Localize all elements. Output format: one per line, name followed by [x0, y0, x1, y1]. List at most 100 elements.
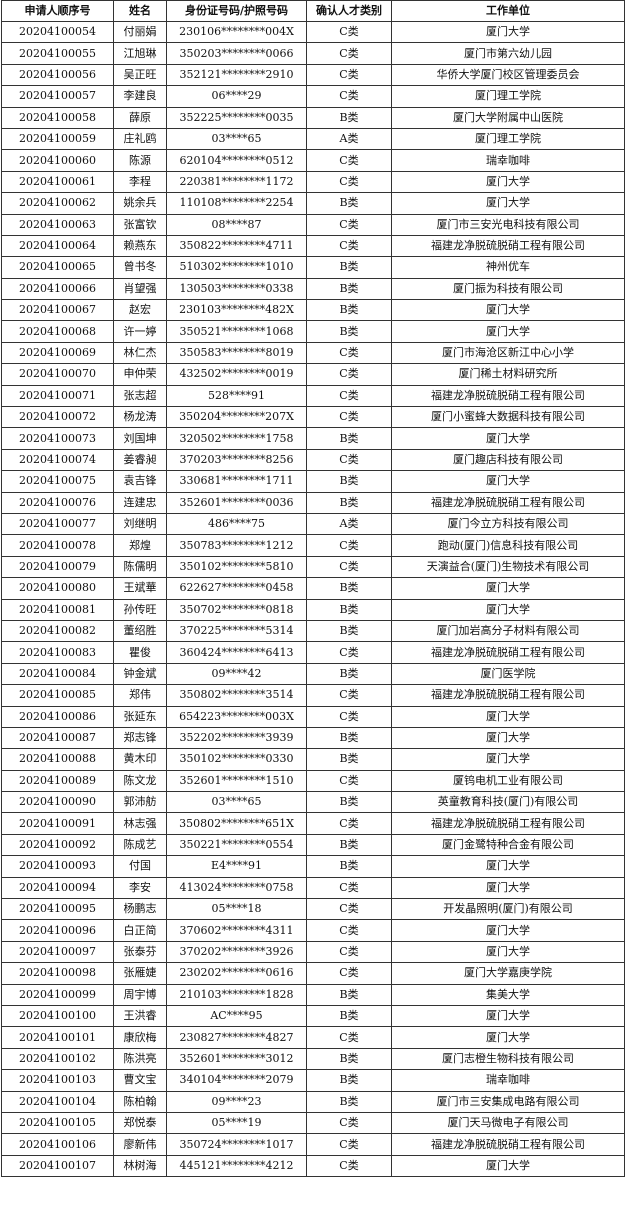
table-row: 20204100098 张雁婕 230202********0616 C类 厦门大学嘉庚… [1, 962, 625, 985]
applicant-number-cell: 20204100070 [1, 363, 114, 386]
applicant-number-cell: 20204100101 [1, 1026, 114, 1049]
table-row: 20204100104 陈柏翰 09****23 B类 厦门市三安集成电路有限公司 [1, 1090, 625, 1113]
id-number-cell: 352601********0036 [166, 491, 307, 514]
id-number-cell: 350203********0066 [166, 42, 307, 65]
talent-category-cell: C类 [306, 898, 392, 921]
table-row: 20204100054 付丽娟 230106********004X C类 厦门大学 [1, 20, 625, 44]
employer-cell: 厦门医学院 [391, 662, 625, 686]
applicant-number-cell: 20204100081 [1, 598, 114, 621]
employer-cell: 厦门大学 [391, 577, 625, 600]
talent-category-cell: C类 [306, 234, 392, 258]
talent-category-cell: B类 [306, 619, 392, 643]
table-row: 20204100087 郑志锋 352202********3939 B类 厦门大学 [1, 726, 625, 750]
table-row: 20204100066 肖望强 130503********0338 B类 厦门振为科技… [1, 277, 625, 301]
name-cell: 林仁杰 [113, 341, 167, 365]
table-row: 20204100056 吴正旺 352121********2910 C类 华侨大学厦门… [1, 63, 625, 87]
table-row: 20204100089 陈文龙 352601********1510 C类 厦钨电机工业… [1, 769, 625, 793]
table-row: 20204100061 李程 220381********1172 C类 厦门大学 [1, 170, 625, 194]
employer-cell: 厦钨电机工业有限公司 [391, 769, 625, 793]
employer-cell: 厦门理工学院 [391, 127, 625, 151]
applicant-number-cell: 20204100094 [1, 876, 114, 900]
talent-category-cell: C类 [306, 940, 392, 964]
table-row: 20204100063 张富钦 08****87 C类 厦门市三安光电科技有限公司 [1, 213, 625, 236]
employer-cell: 华侨大学厦门校区管理委员会 [391, 63, 625, 87]
table-row: 20204100074 姜睿昶 370203********8256 C类 厦门趣店科技… [1, 448, 625, 472]
applicant-number-cell: 20204100060 [1, 149, 114, 172]
table-row: 20204100076 连建忠 352601********0036 B类 福建龙净脱硫… [1, 491, 625, 514]
talent-category-cell: C类 [306, 363, 392, 386]
employer-cell: 跑动(厦门)信息科技有限公司 [391, 534, 625, 557]
table-row: 20204100094 李安 413024********0758 C类 厦门大学 [1, 876, 625, 900]
employer-cell: 厦门小蜜蜂大数据科技有限公司 [391, 406, 625, 429]
talent-category-cell: C类 [306, 1026, 392, 1049]
employer-cell: 厦门大学 [391, 919, 625, 942]
applicant-number-cell: 20204100103 [1, 1069, 114, 1092]
applicant-number-cell: 20204100072 [1, 406, 114, 429]
applicant-number-cell: 20204100106 [1, 1133, 114, 1156]
id-number-cell: 360424********6413 [166, 641, 307, 664]
employer-cell: 厦门市三安光电科技有限公司 [391, 213, 625, 236]
employer-cell: 厦门市三安集成电路有限公司 [391, 1090, 625, 1113]
id-number-cell: 352202********3939 [166, 726, 307, 750]
table-row: 20204100092 陈成艺 350221********0554 B类 厦门金鹭特种… [1, 833, 625, 857]
id-number-cell: 03****65 [166, 127, 307, 151]
table-row: 20204100085 郑伟 350802********3514 C类 福建龙净脱硫脱… [1, 684, 625, 707]
name-cell: 张泰芬 [113, 940, 167, 964]
applicant-number-cell: 20204100087 [1, 726, 114, 750]
applicant-number-cell: 20204100107 [1, 1154, 114, 1178]
talent-category-cell: C类 [306, 555, 392, 579]
id-number-cell: 330681********1711 [166, 470, 307, 493]
employer-cell: 厦门理工学院 [391, 85, 625, 108]
name-cell: 曾书冬 [113, 256, 167, 279]
id-number-cell: 445121********4212 [166, 1154, 307, 1178]
table-row: 20204100093 付国 E4****91 B类 厦门大学 [1, 855, 625, 878]
applicant-number-cell: 20204100055 [1, 42, 114, 65]
talent-category-cell: C类 [306, 534, 392, 557]
employer-cell: 福建龙净脱硫脱硝工程有限公司 [391, 384, 625, 408]
applicant-number-cell: 20204100096 [1, 919, 114, 942]
employer-cell: 厦门市海沧区新江中心小学 [391, 341, 625, 365]
applicant-number-cell: 20204100082 [1, 619, 114, 643]
id-number-cell: 350724********1017 [166, 1133, 307, 1156]
applicant-number-cell: 20204100063 [1, 213, 114, 236]
name-cell: 康欣梅 [113, 1026, 167, 1049]
id-number-cell: 210103********1828 [166, 983, 307, 1006]
talent-category-cell: C类 [306, 641, 392, 664]
name-cell: 肖望强 [113, 277, 167, 301]
id-number-cell: 350783********1212 [166, 534, 307, 557]
table-row: 20204100091 林志强 350802********651X C类 福建龙净脱硫… [1, 812, 625, 835]
name-cell: 郑伟 [113, 684, 167, 707]
table-row: 20204100080 王斌華 622627********0458 B类 厦门大学 [1, 577, 625, 600]
id-number-cell: 230106********004X [166, 20, 307, 44]
header-cell: 工作单位 [391, 0, 625, 22]
applicant-number-cell: 20204100086 [1, 705, 114, 728]
table-row: 20204100075 袁吉锋 330681********1711 B类 厦门大学 [1, 470, 625, 493]
applicant-number-cell: 20204100090 [1, 791, 114, 814]
name-cell: 张延东 [113, 705, 167, 728]
employer-cell: 厦门振为科技有限公司 [391, 277, 625, 301]
applicant-number-cell: 20204100064 [1, 234, 114, 258]
employer-cell: 神州优车 [391, 256, 625, 279]
name-cell: 张志超 [113, 384, 167, 408]
talent-category-cell: B类 [306, 598, 392, 621]
applicant-number-cell: 20204100056 [1, 63, 114, 87]
id-number-cell: 622627********0458 [166, 577, 307, 600]
table-row: 20204100071 张志超 528****91 C类 福建龙净脱硫脱硝工程有限公司 [1, 384, 625, 408]
id-number-cell: 654223********003X [166, 705, 307, 728]
employer-cell: 厦门趣店科技有限公司 [391, 448, 625, 472]
id-number-cell: 528****91 [166, 384, 307, 408]
id-number-cell: 05****18 [166, 898, 307, 921]
id-number-cell: 486****75 [166, 512, 307, 536]
applicant-number-cell: 20204100057 [1, 85, 114, 108]
applicant-number-cell: 20204100095 [1, 898, 114, 921]
employer-cell: 厦门大学 [391, 299, 625, 322]
name-cell: 王斌華 [113, 577, 167, 600]
talent-category-cell: C类 [306, 812, 392, 835]
talent-category-cell: B类 [306, 427, 392, 450]
talent-category-cell: A类 [306, 512, 392, 536]
employer-cell: 厦门大学附属中山医院 [391, 106, 625, 129]
table-row: 20204100106 廖新伟 350724********1017 C类 福建龙净脱硫… [1, 1133, 625, 1156]
id-number-cell: 09****23 [166, 1090, 307, 1113]
applicant-number-cell: 20204100071 [1, 384, 114, 408]
